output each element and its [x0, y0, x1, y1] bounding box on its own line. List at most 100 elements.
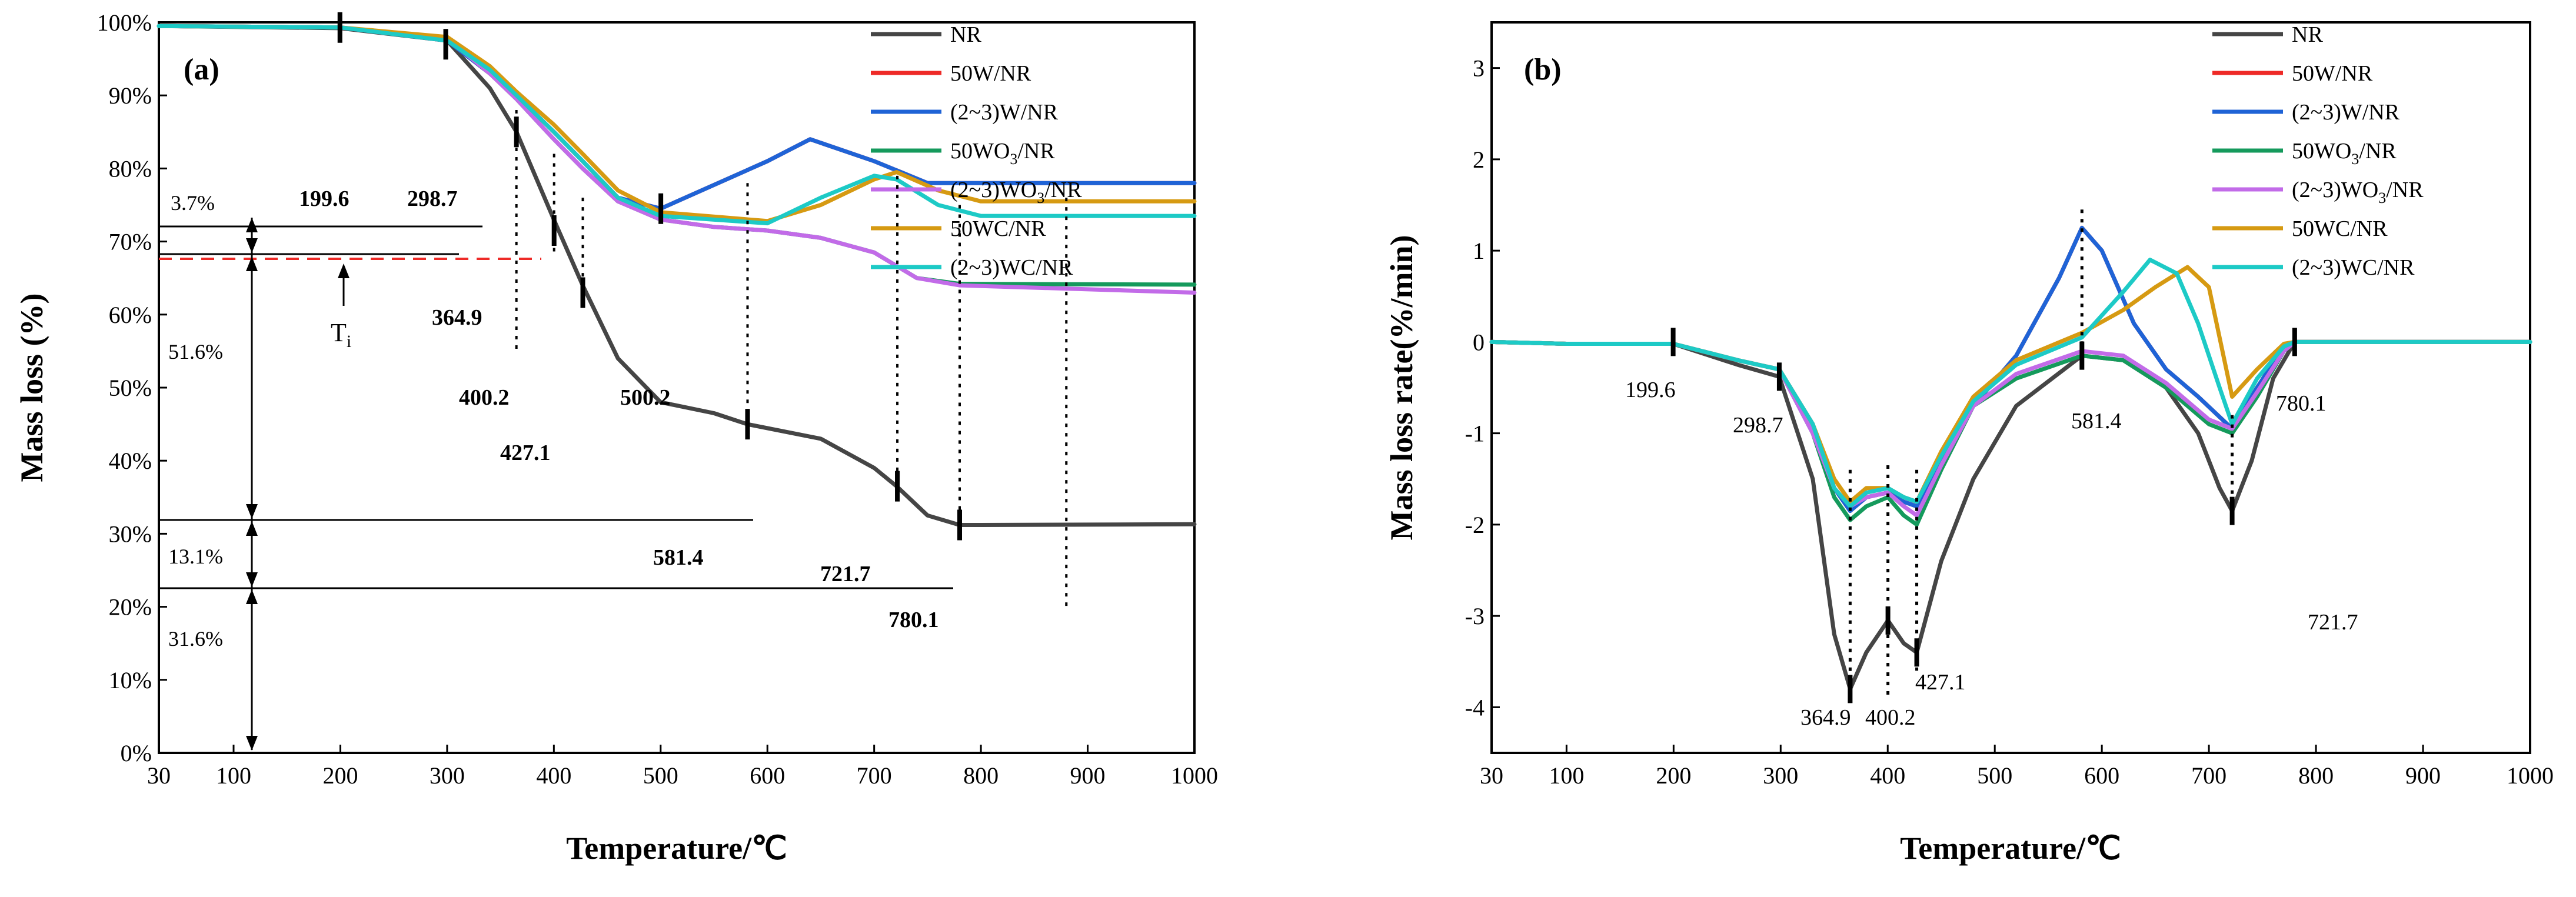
plot-frame-a: [158, 21, 1196, 754]
legend-label-b-6: (2~3)WC/NR: [2292, 255, 2415, 280]
dotted-guides-b: [1848, 209, 2234, 698]
series-group-b: [1489, 225, 2532, 691]
legend-label-b-3: 50WO3/NR: [2292, 139, 2397, 168]
y-tick-label-a-30: 30%: [109, 521, 152, 547]
y-tick-label-a-100: 100%: [97, 9, 152, 36]
annotation-364.9: 364.9: [432, 305, 482, 330]
x-tick-label-a-300: 300: [430, 762, 465, 789]
x-tick-label-b-300: 300: [1763, 762, 1798, 789]
arrow-head-up-3: [246, 521, 258, 536]
series-line-a-5: [157, 24, 1197, 224]
arrow-head-up-1: [246, 218, 258, 232]
x-tick-label-b-500: 500: [1977, 762, 2012, 789]
annotation-199.6: 199.6: [299, 186, 350, 211]
legend-label-a-5: 50WC/NR: [950, 216, 1046, 241]
y-tick-label-b-2: 2: [1473, 146, 1485, 173]
y-tick-label-a-20: 20%: [109, 594, 152, 621]
x-tick-label-a-200: 200: [322, 762, 358, 789]
x-tick-label-b-1000: 1000: [2507, 762, 2554, 789]
legend-label-b-2: (2~3)W/NR: [2292, 100, 2400, 125]
point-markers-b: [1670, 328, 2297, 703]
panel-label-b: (b): [1524, 53, 1562, 86]
axes-a: 30 100 200 300 400 500 600 700 800 900 1000 0% 10% 20…: [97, 9, 1218, 789]
series-line-b-0: [1489, 339, 2532, 691]
annotations-a: 3.7% 51.6% 13.1% 31.6% 199.6 298.7 364.9…: [168, 186, 939, 651]
x-tick-label-b-400: 400: [1870, 762, 1905, 789]
arrow-head-down-2: [246, 504, 258, 519]
y-tick-label-b--3: -3: [1465, 603, 1485, 629]
y-tick-label-a-10: 10%: [109, 667, 152, 693]
y-tick-label-a-50: 50%: [109, 375, 152, 401]
legend-label-a-1: 50W/NR: [950, 61, 1031, 86]
legend-label-b-1: 50W/NR: [2292, 61, 2373, 86]
legend-label-a-4: (2~3)WO3/NR: [950, 178, 1082, 206]
annotation-b-298.7: 298.7: [1733, 413, 1783, 438]
annotation-500.2: 500.2: [620, 385, 671, 410]
x-tick-label-a-30: 30: [147, 762, 171, 789]
annotations-b: 199.6 298.7 364.9 400.2 427.1 581.4 721.…: [1625, 378, 2358, 730]
annotation-13.1pct: 13.1%: [168, 545, 223, 568]
y-tick-label-b-1: 1: [1473, 238, 1485, 264]
legend-label-a-0: NR: [950, 22, 981, 47]
x-tick-label-a-100: 100: [216, 762, 251, 789]
annotation-lines-a: [159, 218, 953, 751]
annotation-b-427.1: 427.1: [1915, 670, 1966, 695]
x-tick-label-b-800: 800: [2298, 762, 2334, 789]
x-tick-label-b-100: 100: [1549, 762, 1584, 789]
y-tick-label-a-40: 40%: [109, 448, 152, 474]
legend-label-b-4: (2~3)WO3/NR: [2292, 178, 2424, 206]
y-axis-label-a: Mass loss (%): [14, 294, 49, 482]
annotation-427.1: 427.1: [500, 441, 551, 465]
annotation-b-581.4: 581.4: [2071, 409, 2122, 434]
series-line-a-0: [157, 24, 1197, 527]
annotation-400.2: 400.2: [459, 385, 510, 410]
x-tick-label-a-1000: 1000: [1171, 762, 1218, 789]
annotation-721.7: 721.7: [820, 562, 871, 586]
x-tick-label-b-600: 600: [2084, 762, 2119, 789]
annotation-298.7: 298.7: [407, 186, 458, 211]
x-tick-label-a-500: 500: [643, 762, 678, 789]
annotation-b-400.2: 400.2: [1865, 705, 1916, 730]
annotation-31.6pct: 31.6%: [168, 627, 223, 651]
x-axis-label-a: Temperature/℃: [566, 831, 787, 866]
x-tick-label-a-900: 900: [1070, 762, 1106, 789]
y-tick-label-b-0: 0: [1473, 329, 1485, 355]
arrow-head-up-2: [246, 256, 258, 271]
annotation-581.4: 581.4: [653, 545, 704, 570]
arrow-head-down-4: [246, 736, 258, 751]
annotation-b-199.6: 199.6: [1625, 378, 1676, 402]
annotation-b-780.1: 780.1: [2276, 391, 2327, 416]
y-tick-label-b-3: 3: [1473, 55, 1485, 82]
x-axis-label-b: Temperature/℃: [1900, 831, 2121, 866]
x-tick-label-b-30: 30: [1480, 762, 1503, 789]
legend-label-a-6: (2~3)WC/NR: [950, 255, 1073, 280]
x-tick-label-a-700: 700: [857, 762, 892, 789]
y-tick-label-b--1: -1: [1465, 421, 1485, 447]
arrow-head-down-1: [246, 238, 258, 253]
y-tick-label-b--2: -2: [1465, 512, 1485, 538]
annotation-51.6pct: 51.6%: [168, 340, 223, 364]
x-tick-label-b-900: 900: [2405, 762, 2441, 789]
legend-label-a-2: (2~3)W/NR: [950, 100, 1059, 125]
annotation-b-721.7: 721.7: [2308, 610, 2358, 635]
annotation-780.1: 780.1: [888, 608, 939, 632]
legend-label-b-5: 50WC/NR: [2292, 216, 2388, 241]
x-tick-label-a-800: 800: [963, 762, 999, 789]
y-tick-label-a-60: 60%: [109, 302, 152, 328]
y-tick-label-a-80: 80%: [109, 155, 152, 182]
y-tick-label-a-70: 70%: [109, 229, 152, 255]
y-tick-label-a-90: 90%: [109, 82, 152, 109]
legend-label-a-3: 50WO3/NR: [950, 139, 1055, 168]
annotation-b-364.9: 364.9: [1800, 705, 1851, 730]
y-tick-label-b--4: -4: [1465, 694, 1485, 721]
series-line-b-6: [1489, 258, 2532, 509]
plot-frame-b: [1490, 21, 2531, 754]
x-tick-label-a-600: 600: [750, 762, 785, 789]
arrow-head-down-3: [246, 572, 258, 587]
legend-label-b-0: NR: [2292, 22, 2323, 47]
panel-b: (b) 30 100 200 300 400 500 600 700 800 900 1000-4-…: [1384, 21, 2554, 866]
x-tick-label-b-700: 700: [2191, 762, 2226, 789]
arrow-head-up-4: [246, 589, 258, 604]
